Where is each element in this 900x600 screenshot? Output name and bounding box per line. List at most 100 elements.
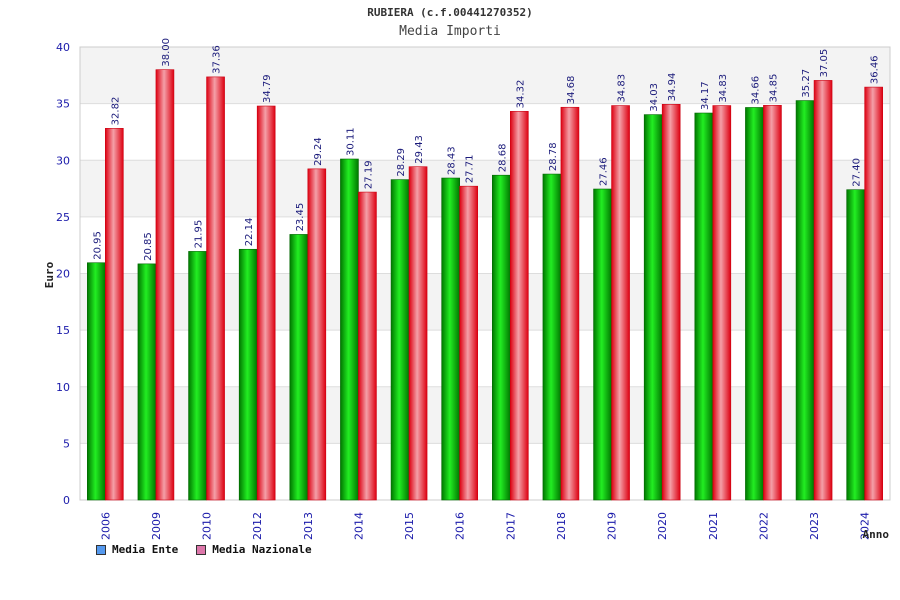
data-label: 20.85 xyxy=(143,232,154,261)
data-label: 34.17 xyxy=(700,81,711,110)
x-tick-label: 2021 xyxy=(707,512,720,540)
bar-media-ente xyxy=(694,112,714,501)
bar-media-nazionale xyxy=(307,168,327,501)
bar-media-ente xyxy=(289,234,309,501)
data-label: 27.71 xyxy=(465,155,476,184)
plot-border xyxy=(79,46,891,501)
data-label: 34.03 xyxy=(649,83,660,112)
data-label: 34.32 xyxy=(515,80,526,109)
bar-media-nazionale xyxy=(813,80,833,501)
bar-media-nazionale xyxy=(560,106,580,501)
data-label: 23.45 xyxy=(295,203,306,232)
bar-media-ente xyxy=(846,189,865,501)
bar-media-ente xyxy=(643,114,663,501)
y-tick-label: 15 xyxy=(56,324,70,337)
data-label: 29.24 xyxy=(313,137,324,166)
bar-media-nazionale xyxy=(864,86,883,501)
data-label: 28.68 xyxy=(497,144,508,173)
bar-media-nazionale xyxy=(611,105,630,501)
bar-media-ente xyxy=(87,262,106,501)
legend-swatch-nazionale xyxy=(196,544,207,555)
x-axis-label: Anno xyxy=(863,528,890,541)
y-tick-label: 25 xyxy=(56,211,70,224)
y-tick-label: 35 xyxy=(56,98,70,111)
data-label: 34.94 xyxy=(667,73,678,102)
chart-title: RUBIERA (c.f.00441270352) xyxy=(367,6,533,19)
data-label: 34.66 xyxy=(750,76,761,105)
data-label: 27.19 xyxy=(363,160,374,189)
bar-media-nazionale xyxy=(358,191,377,501)
x-tick-label: 2022 xyxy=(757,512,770,540)
bar-media-ente xyxy=(492,174,511,501)
y-tick-label: 20 xyxy=(56,268,70,281)
y-tick-label: 5 xyxy=(63,437,70,450)
legend-item-ente: Media Ente xyxy=(96,543,178,556)
legend-item-nazionale: Media Nazionale xyxy=(196,543,312,556)
bar-media-nazionale xyxy=(763,105,782,501)
bar-media-nazionale xyxy=(105,128,124,501)
bar-media-nazionale xyxy=(459,185,478,501)
bar-media-nazionale xyxy=(206,76,225,501)
bar-media-ente xyxy=(593,188,612,501)
data-label: 28.29 xyxy=(396,148,407,177)
bar-media-nazionale xyxy=(661,104,681,501)
x-tick-label: 2010 xyxy=(201,512,214,540)
bar-media-ente xyxy=(745,107,764,501)
data-label: 35.27 xyxy=(801,69,812,98)
x-tick-label: 2018 xyxy=(555,512,568,540)
data-label: 34.83 xyxy=(617,74,628,103)
data-label: 37.36 xyxy=(212,45,223,74)
data-label: 32.82 xyxy=(110,97,121,126)
x-tick-label: 2017 xyxy=(504,512,517,540)
data-label: 34.85 xyxy=(768,74,779,103)
bar-media-ente xyxy=(390,179,410,501)
data-label: 37.05 xyxy=(819,49,830,78)
y-tick-label: 10 xyxy=(56,381,70,394)
data-label: 38.00 xyxy=(161,38,172,67)
x-tick-label: 2006 xyxy=(99,512,112,540)
bar-media-ente xyxy=(238,248,258,501)
data-label: 27.40 xyxy=(852,158,863,187)
data-label: 20.95 xyxy=(92,231,103,260)
data-label: 21.95 xyxy=(194,220,205,249)
bar-media-nazionale xyxy=(712,105,732,501)
data-label: 34.79 xyxy=(262,74,273,103)
data-label: 34.68 xyxy=(566,76,577,105)
data-label: 36.46 xyxy=(870,55,881,84)
x-tick-label: 2020 xyxy=(656,512,669,540)
x-tick-label: 2009 xyxy=(150,512,163,540)
y-tick-label: 30 xyxy=(56,154,70,167)
y-tick-label: 0 xyxy=(63,494,70,507)
legend: Media Ente Media Nazionale xyxy=(96,543,312,556)
x-tick-label: 2012 xyxy=(251,512,264,540)
data-label: 34.83 xyxy=(718,74,729,103)
x-tick-label: 2016 xyxy=(454,512,467,540)
bar-media-ente xyxy=(137,263,157,501)
legend-label-ente: Media Ente xyxy=(112,543,179,556)
bar-media-ente xyxy=(441,177,460,501)
y-tick-label: 40 xyxy=(56,41,70,54)
legend-label-nazionale: Media Nazionale xyxy=(212,543,312,556)
data-label: 28.78 xyxy=(548,142,559,171)
bar-media-nazionale xyxy=(510,111,529,501)
bar-media-ente xyxy=(795,100,815,501)
x-tick-label: 2024 xyxy=(859,512,872,540)
x-tick-label: 2019 xyxy=(606,512,619,540)
bar-media-ente xyxy=(542,173,562,501)
bar-media-nazionale xyxy=(155,69,175,501)
bar-media-ente xyxy=(188,251,207,501)
x-tick-label: 2015 xyxy=(403,512,416,540)
x-tick-label: 2013 xyxy=(302,512,315,540)
bar-media-nazionale xyxy=(408,166,428,501)
bar-media-ente xyxy=(340,158,359,501)
data-label: 28.43 xyxy=(447,146,458,175)
y-axis-label: Euro xyxy=(43,261,56,288)
x-tick-label: 2023 xyxy=(808,512,821,540)
data-label: 27.46 xyxy=(599,157,610,186)
x-tick-label: 2014 xyxy=(352,512,365,540)
chart-subtitle: Media Importi xyxy=(399,24,501,39)
bar-media-nazionale xyxy=(256,105,276,501)
data-label: 29.43 xyxy=(414,135,425,164)
legend-swatch-ente xyxy=(96,544,106,555)
